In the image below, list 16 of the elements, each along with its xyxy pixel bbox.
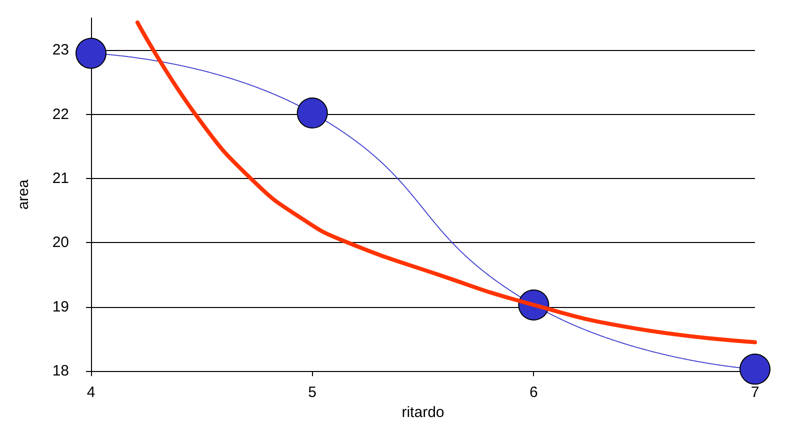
x-tick-label: 4	[86, 384, 96, 402]
point	[740, 354, 770, 385]
x-tick-label: 5	[308, 384, 317, 402]
x-tick-label: 6	[529, 384, 538, 402]
point	[296, 98, 328, 129]
x-axis-title: ritardo	[402, 404, 444, 421]
line-series	[135, 20, 757, 344]
y-tick-label: 20	[52, 234, 69, 252]
point	[76, 38, 106, 69]
y-axis-title: area	[15, 178, 32, 210]
y-tick-label: 23	[52, 42, 69, 59]
y-tick-label: 22	[52, 106, 69, 123]
y-tick-label: 18	[52, 362, 69, 380]
y-tick-label: 19	[52, 298, 69, 316]
y-tick-label: 21	[52, 170, 69, 187]
x-tick-label: 7	[750, 384, 760, 402]
